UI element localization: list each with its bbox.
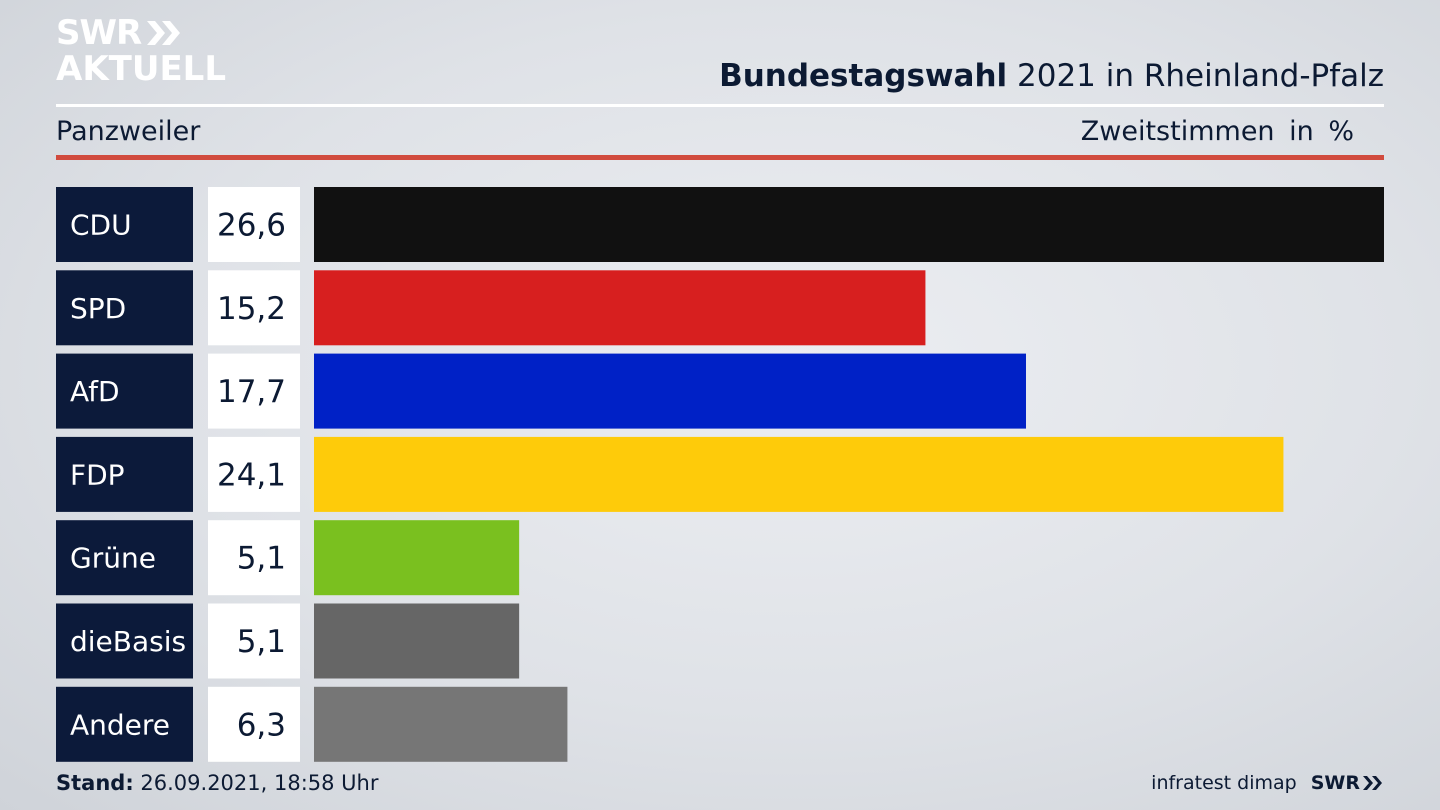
footer-credits: infratest dimap SWR: [1151, 772, 1384, 794]
party-label-bg: [56, 270, 193, 346]
stand-label: Stand:: [56, 771, 134, 795]
swr-brand: SWR: [1311, 772, 1384, 794]
title-rest: 2021 in Rheinland-Pfalz: [1007, 58, 1384, 94]
value-label: 15,2: [217, 291, 286, 327]
value-label-bg: [208, 436, 300, 512]
bar-fdp: [314, 436, 1284, 512]
swr-brand-text: SWR: [1310, 772, 1360, 794]
bar-andere: [314, 686, 568, 762]
page-title: Bundestagswahl 2021 in Rheinland-Pfalz: [719, 58, 1384, 94]
header-divider: [56, 104, 1384, 107]
bar-afd: [314, 353, 1026, 429]
bar-row-afd: AfD 17,7: [56, 353, 1026, 429]
swr-aktuell-logo: SWR AKTUELL: [56, 16, 226, 86]
source-label: infratest dimap: [1151, 772, 1297, 794]
party-label: SPD: [70, 292, 126, 325]
party-label: CDU: [70, 209, 132, 242]
value-label-bg: [208, 603, 300, 679]
bar-row-cdu: CDU 26,6: [56, 187, 1384, 262]
bar-spd: [314, 270, 926, 346]
party-label-bg: [56, 187, 193, 262]
logo-text-swr: SWR: [56, 13, 142, 53]
stand-value: 26.09.2021, 18:58 Uhr: [133, 771, 379, 795]
value-label: 24,1: [217, 457, 286, 493]
party-label-bg: [56, 686, 193, 762]
double-chevron-icon: [1363, 776, 1382, 790]
bar-cdu: [314, 187, 1384, 262]
party-label: Grüne: [70, 542, 156, 575]
unit-label: in %: [1289, 116, 1354, 147]
bar-diebasis: [314, 603, 520, 679]
logo-text-aktuell: AKTUELL: [56, 49, 227, 89]
value-label: 6,3: [237, 707, 286, 743]
double-chevron-icon: [147, 21, 181, 45]
value-label: 5,1: [237, 624, 286, 660]
timestamp: Stand: 26.09.2021, 18:58 Uhr: [56, 771, 379, 795]
accent-divider: [56, 155, 1384, 160]
value-label-bg: [208, 353, 300, 429]
value-label-bg: [208, 270, 300, 346]
value-label: 26,6: [217, 208, 286, 244]
party-label: AfD: [70, 375, 120, 408]
vote-type-label: Zweitstimmen in %: [1081, 116, 1354, 147]
vote-type: Zweitstimmen: [1080, 116, 1275, 147]
bar-row-gr-ne: Grüne 5,1: [56, 520, 520, 596]
bar-row-diebasis: dieBasis 5,1: [56, 603, 520, 679]
region-label: Panzweiler: [56, 116, 201, 147]
party-label: FDP: [70, 458, 125, 491]
bar-row-spd: SPD 15,2: [56, 270, 926, 346]
value-label-bg: [208, 520, 300, 596]
party-label: dieBasis: [70, 625, 186, 658]
party-label-bg: [56, 436, 193, 512]
bar-gr-ne: [314, 520, 520, 596]
value-label: 5,1: [237, 541, 286, 577]
party-label-bg: [56, 353, 193, 429]
title-bold: Bundestagswahl: [719, 58, 1008, 94]
party-label-bg: [56, 520, 193, 596]
value-label-bg: [208, 686, 300, 762]
value-label: 17,7: [217, 374, 286, 410]
bar-row-fdp: FDP 24,1: [56, 436, 1284, 512]
party-label: Andere: [70, 708, 170, 741]
party-label-bg: [56, 603, 193, 679]
bar-row-andere: Andere 6,3: [56, 686, 568, 762]
value-label-bg: [208, 187, 300, 262]
